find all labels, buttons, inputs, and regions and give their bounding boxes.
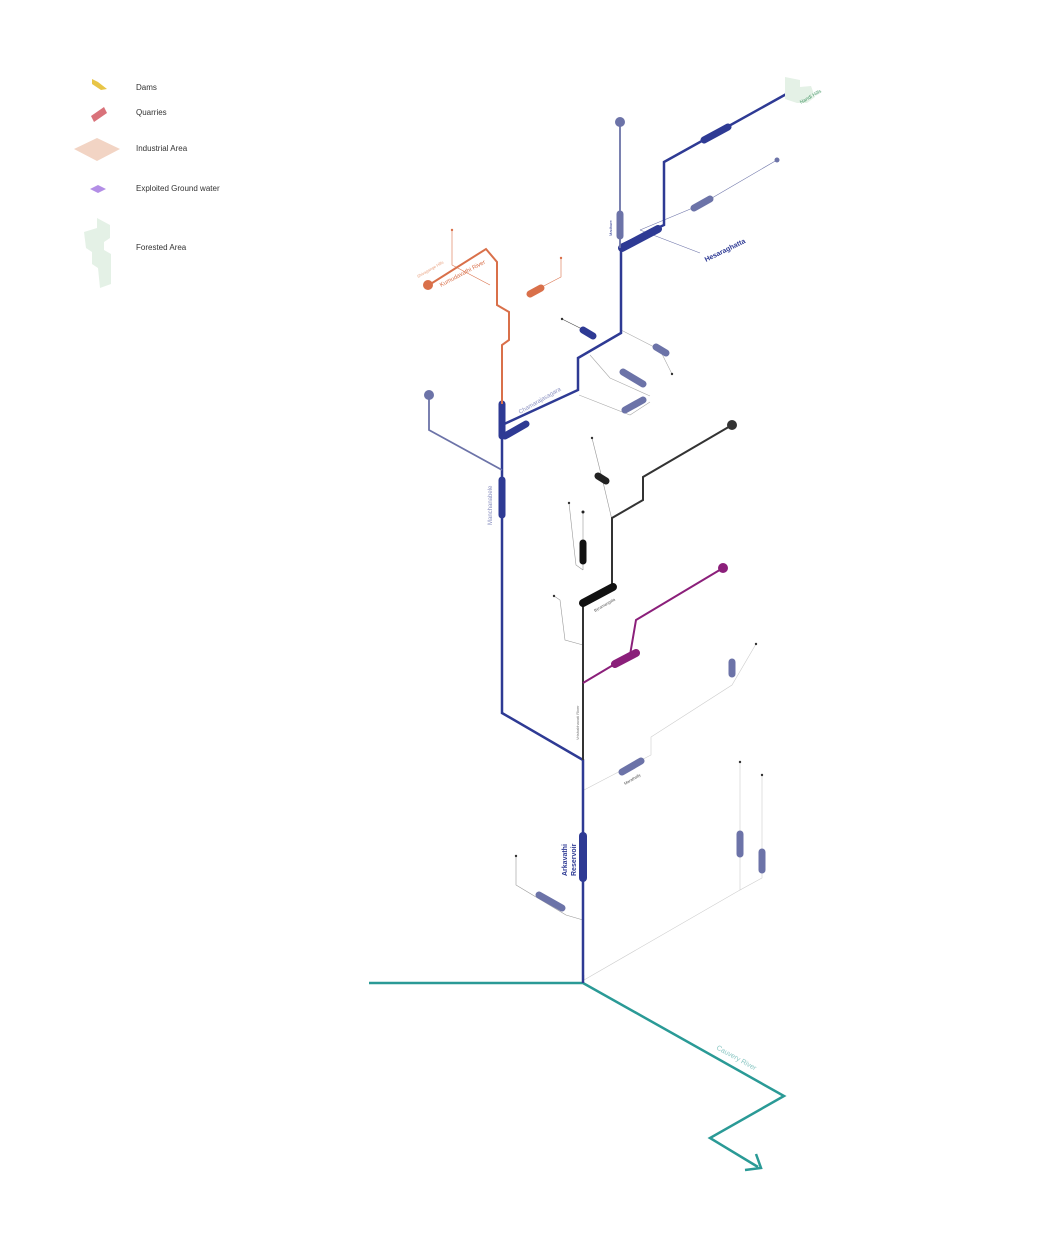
chamarajasagara-tanks [619, 343, 670, 414]
madhure-tributary: Madhure [608, 117, 625, 248]
tributary-tank-1 [690, 195, 714, 212]
madhure-source-icon [615, 117, 625, 127]
small-blue-dam [579, 326, 597, 340]
arkavathi-main-line [500, 90, 791, 983]
nandi-hills-forest-icon [785, 77, 815, 103]
cauvery-river-line [369, 981, 787, 1169]
arkavathi-reservoir-label-2: Reservoir [571, 843, 578, 876]
legend: Dams Quarries Industrial Area Exploited … [74, 79, 220, 288]
legend-groundwater-label: Exploited Ground water [136, 184, 220, 193]
quarry-legend-icon [91, 107, 107, 122]
arkavathi-river [498, 90, 791, 983]
arkavathi-reservoir-label-1: Arkavathi [562, 844, 569, 876]
kumudavathi-source-icon [423, 280, 433, 290]
vrishabhavati-source-icon [727, 420, 737, 430]
manchanabele-label: Manchanabele [488, 485, 494, 525]
lower-tanks [535, 658, 766, 912]
byramangala-dam [579, 583, 617, 607]
vrishabhavati-tank-2 [594, 472, 610, 485]
upper-arkavathi-dam [700, 123, 732, 144]
dam-legend-icon [92, 79, 107, 90]
vrishabhavati-river-label: Vrishabhavati River [575, 705, 580, 740]
cauvery-river: Cauvery River [369, 981, 787, 1172]
legend-quarries-label: Quarries [136, 108, 167, 117]
groundwater-legend-icon [90, 185, 106, 193]
madhure-label: Madhure [608, 219, 613, 236]
kumudavathi-tank [526, 284, 545, 298]
manchanabele-source-icon [424, 390, 434, 400]
cauvery-arrowhead-icon [744, 1153, 763, 1172]
suvarnamukhi-dam [611, 649, 640, 668]
chamarajasagara-dam-diag [501, 420, 530, 440]
hesaraghatta-label: Hesaraghatta [704, 238, 747, 264]
tributary-source-icon [774, 157, 780, 163]
legend-industrial-label: Industrial Area [136, 144, 188, 153]
shivagange-hills-label: Shivagange Hills [416, 260, 444, 279]
suvarnamukhi-river [582, 563, 728, 684]
industrial-area-legend-icon [74, 138, 120, 161]
kumudavathi-river: Kumudavathi River Shivagange Hills [416, 247, 545, 404]
vrishabhavati-river: Byramangala Vrishabhavati River [575, 420, 737, 760]
hesaraghatta-dam [618, 225, 662, 252]
marathally-label: Marathally [623, 772, 641, 786]
forested-area-legend-icon [84, 218, 111, 288]
suvarnamukhi-source-icon [718, 563, 728, 573]
manchanabele-tributary: Manchanabele [424, 390, 503, 525]
legend-dams-label: Dams [136, 83, 157, 92]
legend-forest-label: Forested Area [136, 243, 187, 252]
